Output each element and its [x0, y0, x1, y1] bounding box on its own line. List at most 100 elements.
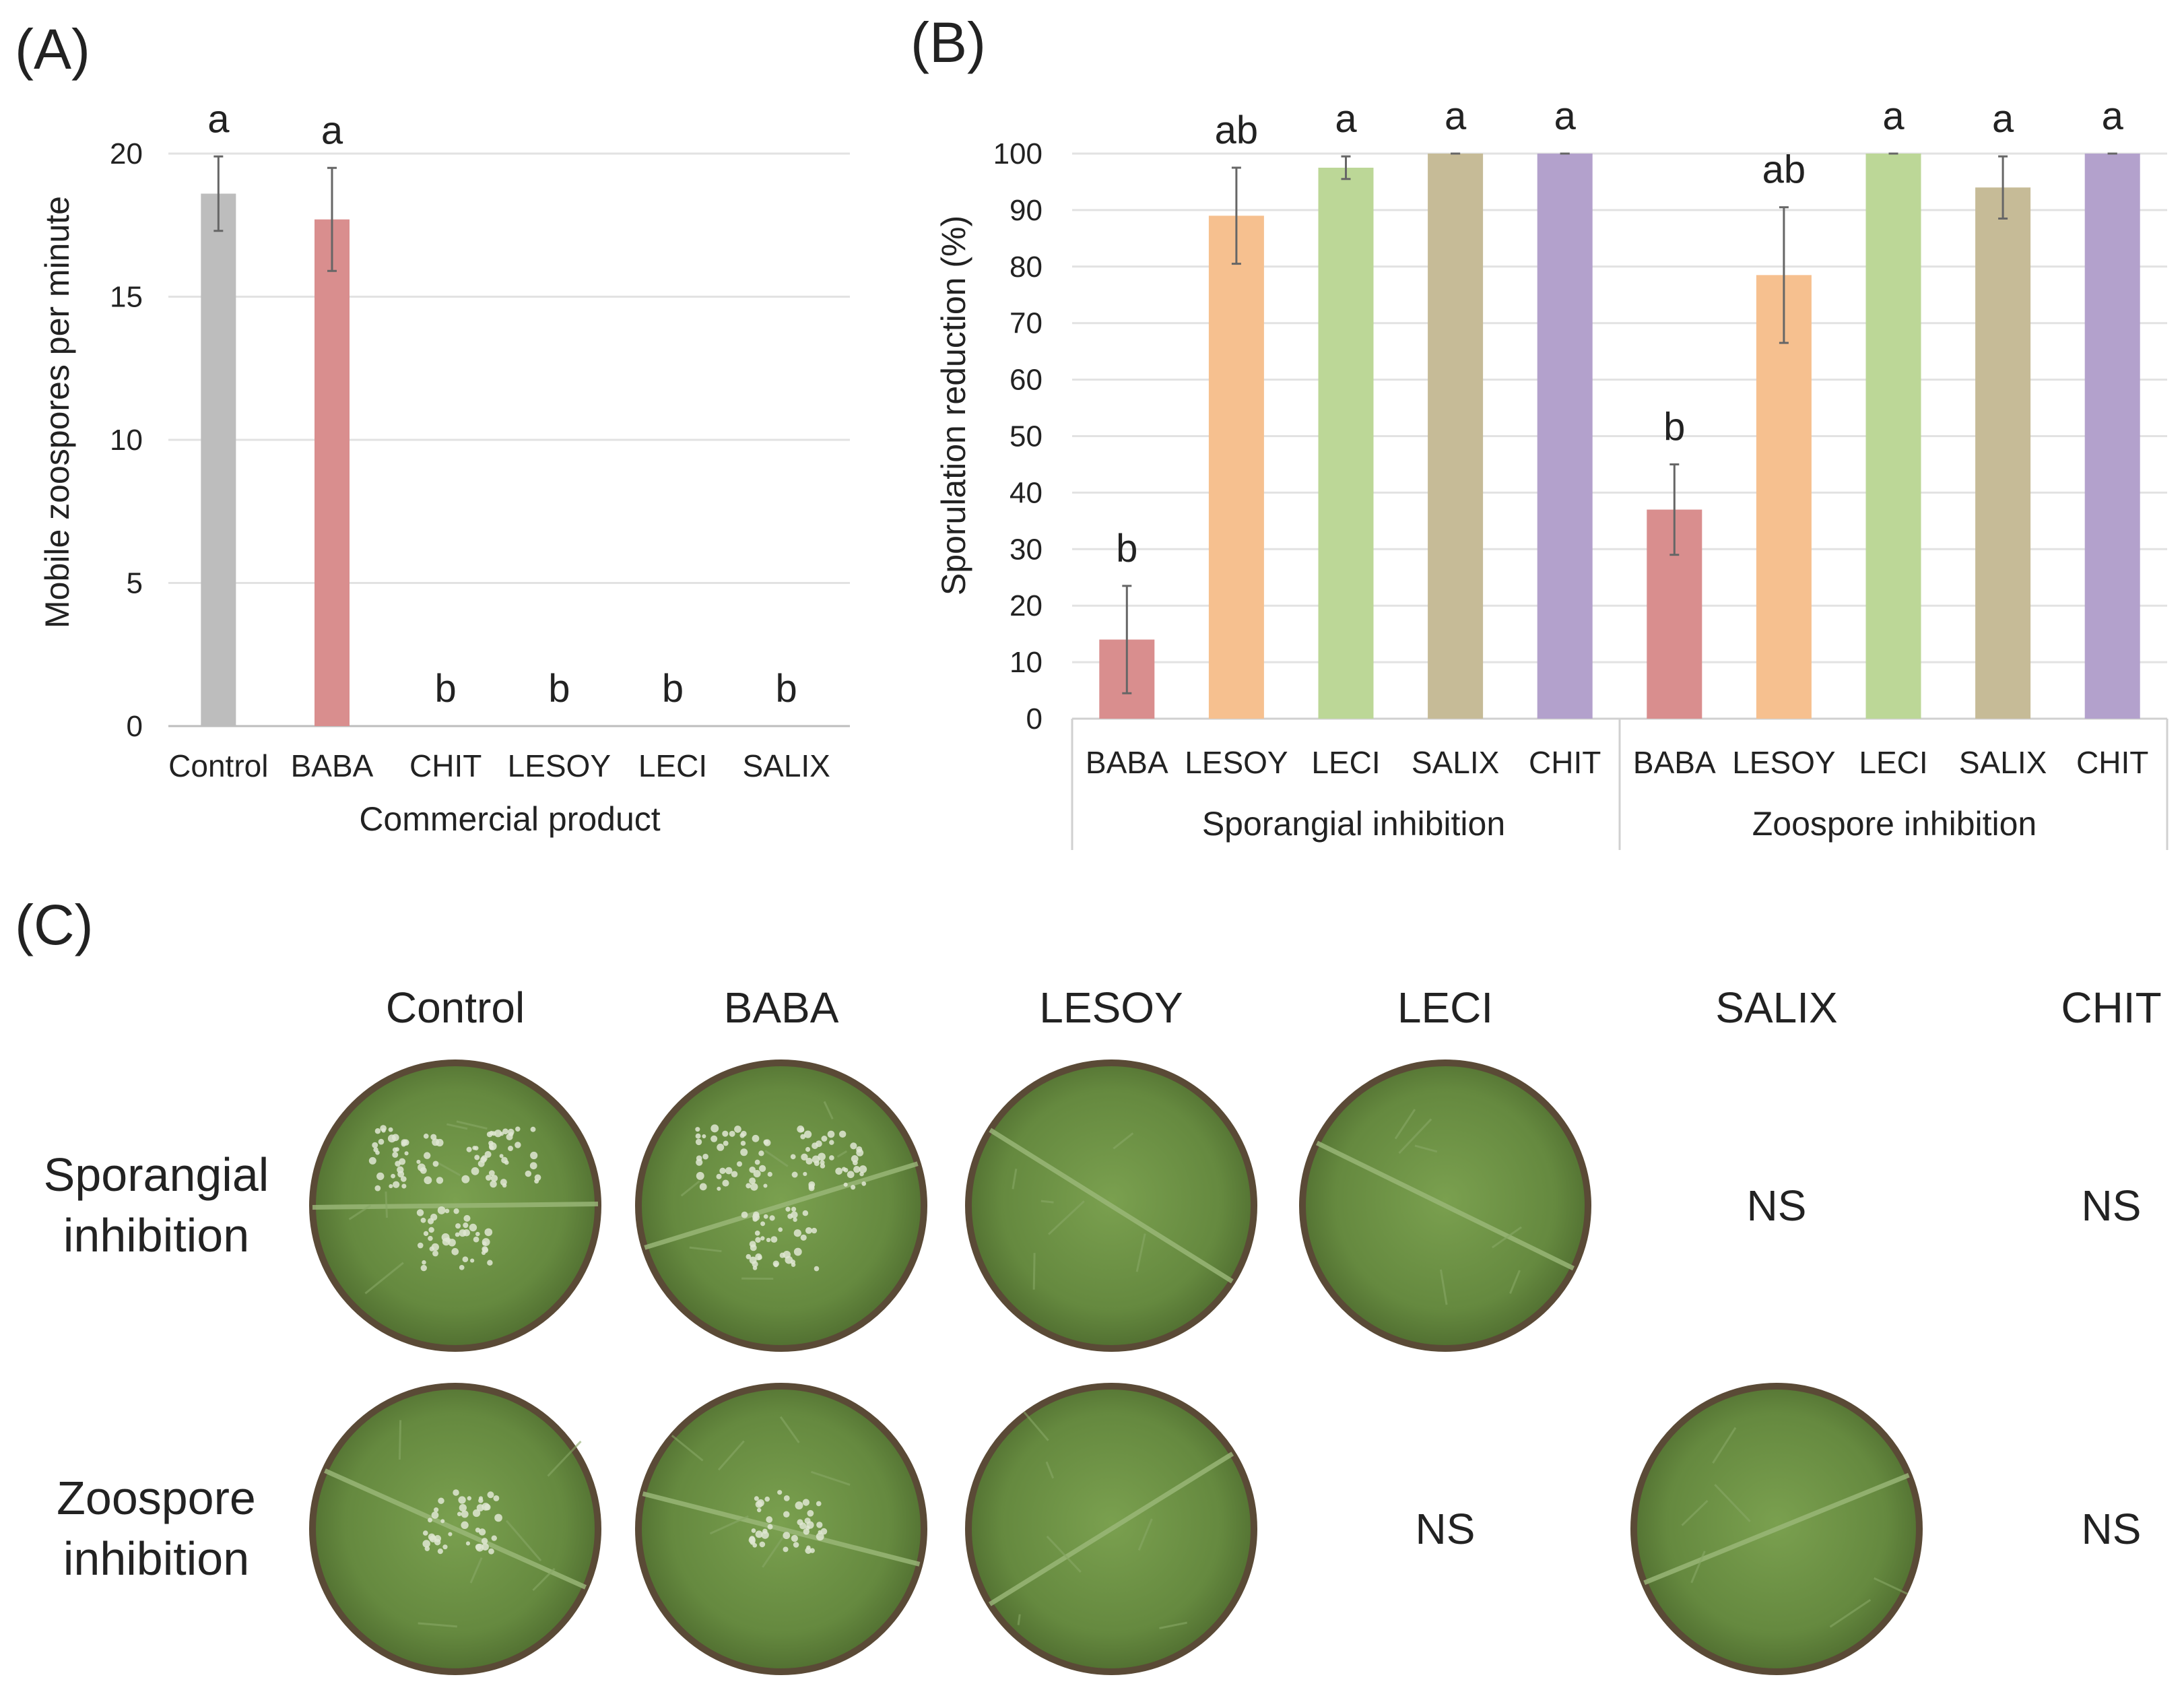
sporulation-spot	[501, 1156, 508, 1164]
panel-b-y-tick-label: 10	[1010, 646, 1043, 679]
panel-b-y-tick-label: 40	[1010, 476, 1043, 509]
leaf-minor-vein	[717, 1440, 745, 1471]
panel-b-significance-letter: ab	[1215, 108, 1259, 152]
sporulation-spot	[459, 1503, 467, 1512]
leaf-minor-vein	[1690, 1551, 1706, 1584]
sporulation-spot	[816, 1140, 822, 1147]
leaf-minor-vein	[1040, 1200, 1054, 1204]
panel-b-category-label: BABA	[1633, 745, 1716, 780]
panel-a-y-tick-label: 5	[127, 567, 143, 600]
sporulation-spot	[853, 1166, 861, 1173]
sporulation-spot	[759, 1541, 766, 1548]
sporulation-spot	[433, 1507, 439, 1513]
leaf-minor-vein	[1714, 1484, 1751, 1522]
sporulation-spot	[471, 1167, 479, 1175]
sporulation-spot	[490, 1180, 497, 1188]
sporulation-spot	[722, 1130, 729, 1137]
sporulation-spot	[475, 1231, 480, 1237]
sporulation-spot	[428, 1235, 433, 1241]
sporulation-spot	[731, 1171, 738, 1178]
leaf-vein	[1643, 1472, 1910, 1586]
panel-b-significance-letter: a	[1335, 97, 1357, 141]
sporulation-spot	[430, 1134, 437, 1140]
sporulation-spot	[767, 1171, 772, 1177]
sporulation-spot	[453, 1489, 459, 1496]
panel-c-row-label: Sporangial	[44, 1148, 269, 1201]
sporulation-spot	[805, 1146, 811, 1152]
sporulation-spot	[719, 1167, 726, 1175]
panel-b-significance-letter: b	[1663, 405, 1685, 449]
panel-b-significance-letter: b	[1116, 527, 1137, 570]
sporulation-spot	[793, 1542, 799, 1548]
sporulation-spot	[500, 1179, 507, 1186]
sporulation-spot	[811, 1227, 818, 1234]
leaf-minor-vein	[1491, 1226, 1522, 1249]
leaf-minor-vein	[446, 1123, 468, 1130]
panel-b-category-label: SALIX	[1959, 745, 2047, 780]
sporulation-spot	[783, 1532, 791, 1540]
sporulation-spot	[420, 1217, 426, 1223]
sporulation-spot	[769, 1215, 775, 1221]
leaf-minor-vein	[1159, 1621, 1187, 1629]
leaf-minor-vein	[811, 1470, 851, 1486]
panel-c-not-shown-label: NS	[2082, 1505, 2142, 1553]
sporulation-spot	[374, 1128, 381, 1134]
leaf-minor-vein	[1046, 1535, 1082, 1573]
sporulation-spot	[814, 1266, 820, 1272]
sporulation-spot	[494, 1130, 502, 1138]
sporulation-spot	[397, 1166, 404, 1173]
sporulation-spot	[417, 1242, 424, 1249]
panel-a-label: (A)	[15, 18, 90, 81]
sporulation-spot	[470, 1258, 475, 1263]
panel-c-column-header-baba: BABA	[724, 983, 839, 1032]
sporulation-spot	[722, 1179, 729, 1187]
sporulation-spot	[702, 1153, 708, 1160]
sporulation-spot	[430, 1213, 438, 1221]
sporulation-spot	[455, 1223, 461, 1229]
sporulation-spot	[783, 1495, 790, 1501]
panel-b-y-tick-label: 50	[1010, 420, 1043, 453]
sporulation-spot	[753, 1170, 761, 1178]
sporulation-spot	[437, 1206, 446, 1214]
sporulation-spot	[375, 1150, 380, 1155]
sporulation-spot	[392, 1151, 399, 1158]
sporulation-spot	[755, 1530, 763, 1538]
sporulation-spot	[816, 1532, 824, 1541]
panel-a-x-axis-title: Commercial product	[359, 800, 660, 838]
sporulation-spot	[478, 1528, 486, 1536]
sporulation-spot	[534, 1179, 539, 1184]
panel-b-bar-zoospore-chit	[2084, 154, 2140, 719]
sporulation-spot	[424, 1176, 432, 1185]
sporulation-spot	[482, 1543, 489, 1551]
leaf-minor-vein	[1829, 1599, 1872, 1628]
sporulation-spot	[372, 1142, 378, 1148]
sporulation-spot	[392, 1134, 399, 1142]
sporulation-spot	[766, 1237, 771, 1243]
panel-a-y-ticks: 0 5 10 15 20	[110, 137, 143, 743]
sporulation-spot	[374, 1185, 381, 1192]
panel-a-y-tick-label: 10	[110, 424, 143, 457]
sporulation-spot	[378, 1138, 385, 1145]
sporulation-spot	[530, 1126, 536, 1132]
sporulation-spot	[841, 1167, 847, 1171]
leaf-minor-vein	[385, 1192, 388, 1218]
sporulation-spot	[751, 1528, 756, 1533]
sporulation-spot	[420, 1167, 427, 1174]
panel-b-significance-letter: a	[1445, 94, 1467, 138]
leaf-minor-vein	[1509, 1270, 1521, 1294]
sporulation-spot	[392, 1147, 398, 1152]
sporulation-spot	[754, 1496, 759, 1501]
sporulation-spot	[493, 1495, 500, 1501]
sporulation-spot	[530, 1151, 538, 1160]
leaf-minor-vein	[1045, 1461, 1055, 1479]
sporulation-spot	[763, 1214, 768, 1219]
sporulation-spot	[401, 1183, 407, 1189]
panel-c-label: (C)	[15, 893, 94, 956]
sporulation-spot	[710, 1135, 718, 1142]
panel-b-category-label: LESOY	[1732, 745, 1835, 780]
sporulation-spot	[820, 1528, 828, 1535]
sporulation-spot	[827, 1130, 835, 1138]
sporulation-spot	[525, 1170, 532, 1177]
sporulation-spot	[783, 1511, 790, 1518]
sporulation-spot	[502, 1128, 508, 1135]
